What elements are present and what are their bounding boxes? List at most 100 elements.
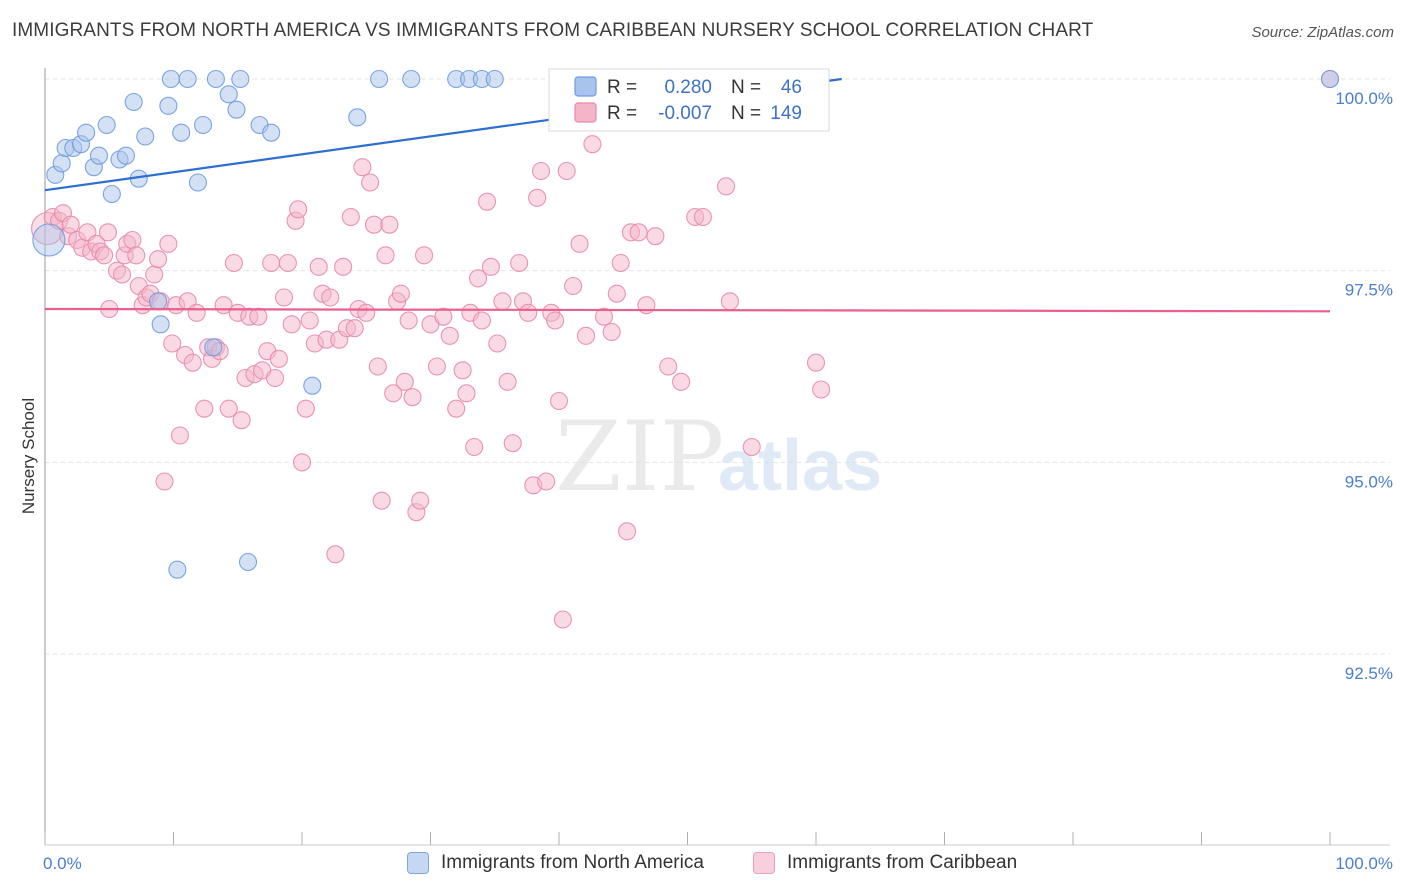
data-point-caribbean — [472, 311, 491, 330]
data-point-caribbean — [537, 472, 556, 491]
data-point-north-america — [402, 69, 421, 89]
data-point-caribbean — [95, 246, 114, 265]
data-point-caribbean — [170, 426, 189, 445]
data-point-caribbean — [187, 303, 206, 322]
legend-n-value-blue: 46 — [781, 77, 802, 98]
data-point-caribbean — [399, 311, 418, 330]
data-point-north-america — [136, 127, 155, 146]
data-point-caribbean — [269, 349, 288, 368]
legend-r-label-blue: R = — [607, 77, 637, 98]
swatch-pink — [753, 852, 775, 874]
data-point-north-america — [89, 146, 109, 165]
data-point-caribbean — [380, 215, 399, 234]
watermark: ZIP atlas — [555, 401, 882, 513]
data-point-caribbean — [278, 253, 297, 273]
data-point-caribbean — [159, 234, 178, 253]
data-point-north-america — [1320, 69, 1340, 89]
y-tick-label: 97.5% — [1345, 281, 1393, 300]
legend-n-label-blue: N = — [731, 77, 761, 98]
data-point-caribbean — [113, 265, 132, 284]
data-point-north-america — [124, 92, 143, 112]
data-point-north-america — [231, 69, 250, 89]
data-point-caribbean — [519, 303, 538, 322]
data-point-caribbean — [262, 253, 281, 273]
data-point-caribbean — [493, 292, 512, 311]
data-point-caribbean — [145, 265, 164, 284]
data-point-caribbean — [296, 399, 315, 418]
data-point-caribbean — [611, 253, 630, 273]
data-point-north-america — [149, 292, 168, 311]
data-point-caribbean — [149, 250, 168, 269]
data-point-caribbean — [368, 357, 387, 376]
data-point-caribbean — [309, 257, 328, 276]
data-point-caribbean — [391, 284, 410, 303]
data-point-north-america — [172, 123, 191, 142]
data-point-caribbean — [232, 411, 251, 430]
data-point-caribbean — [510, 253, 529, 273]
data-point-caribbean — [434, 307, 453, 326]
data-point-north-america — [77, 123, 96, 142]
data-point-caribbean — [361, 173, 380, 192]
data-point-caribbean — [224, 253, 243, 273]
data-point-north-america — [168, 560, 187, 579]
data-point-north-america — [188, 173, 207, 192]
legend-r-value-pink: -0.007 — [658, 103, 712, 124]
bottom-legend-item-caribbean: Immigrants from Caribbean — [753, 852, 1017, 874]
data-point-caribbean — [570, 234, 589, 253]
data-point-caribbean — [61, 215, 80, 234]
data-point-caribbean — [557, 161, 576, 181]
data-point-caribbean — [127, 246, 146, 265]
data-point-caribbean — [720, 292, 739, 311]
legend-swatch-blue — [574, 76, 597, 97]
series-caribbean-points — [31, 69, 1340, 629]
y-tick-label: 95.0% — [1345, 472, 1393, 491]
bottom-legend-label-north-america: Immigrants from North America — [441, 852, 704, 873]
legend-n-label-pink: N = — [731, 103, 761, 124]
data-point-caribbean — [503, 434, 522, 453]
data-point-caribbean — [594, 307, 614, 326]
data-point-caribbean — [183, 353, 202, 372]
data-point-caribbean — [440, 326, 459, 345]
data-point-caribbean — [629, 223, 648, 242]
data-point-caribbean — [553, 610, 572, 629]
data-point-caribbean — [411, 491, 430, 510]
data-point-caribbean — [372, 491, 391, 510]
data-point-caribbean — [274, 288, 294, 307]
data-point-caribbean — [289, 200, 308, 219]
data-point-caribbean — [292, 453, 312, 472]
data-point-caribbean — [646, 227, 665, 246]
data-point-caribbean — [812, 380, 831, 399]
data-point-caribbean — [488, 334, 507, 353]
data-point-caribbean — [447, 399, 466, 418]
data-point-north-america — [97, 115, 116, 135]
data-point-caribbean — [123, 230, 142, 250]
data-point-north-america — [227, 100, 246, 119]
x-tick-label-max: 100.0% — [1335, 854, 1393, 873]
data-point-caribbean — [481, 257, 500, 276]
data-point-north-america — [262, 123, 281, 142]
data-point-caribbean — [607, 284, 626, 303]
data-point-north-america — [102, 184, 121, 204]
data-point-north-america — [194, 115, 213, 135]
data-point-north-america — [159, 96, 178, 115]
bottom-legend-label-caribbean: Immigrants from Caribbean — [787, 852, 1018, 873]
swatch-blue — [407, 852, 429, 874]
data-point-caribbean — [163, 334, 182, 353]
data-point-caribbean — [353, 158, 372, 177]
trend-line-caribbean — [44, 307, 1331, 313]
data-point-caribbean — [249, 307, 268, 326]
data-point-caribbean — [345, 319, 364, 338]
data-point-caribbean — [564, 276, 583, 296]
axes — [44, 68, 1390, 846]
data-point-north-america — [151, 315, 170, 334]
data-point-north-america — [370, 69, 389, 89]
x-tick-label-min: 0.0% — [43, 854, 82, 873]
data-point-caribbean — [672, 372, 691, 391]
data-point-caribbean — [457, 384, 476, 403]
data-point-caribbean — [498, 372, 517, 391]
data-point-caribbean — [659, 357, 678, 376]
data-point-north-america — [219, 85, 238, 104]
data-point-north-america — [32, 223, 66, 257]
source-label: Source: ZipAtlas.com — [1251, 24, 1394, 41]
